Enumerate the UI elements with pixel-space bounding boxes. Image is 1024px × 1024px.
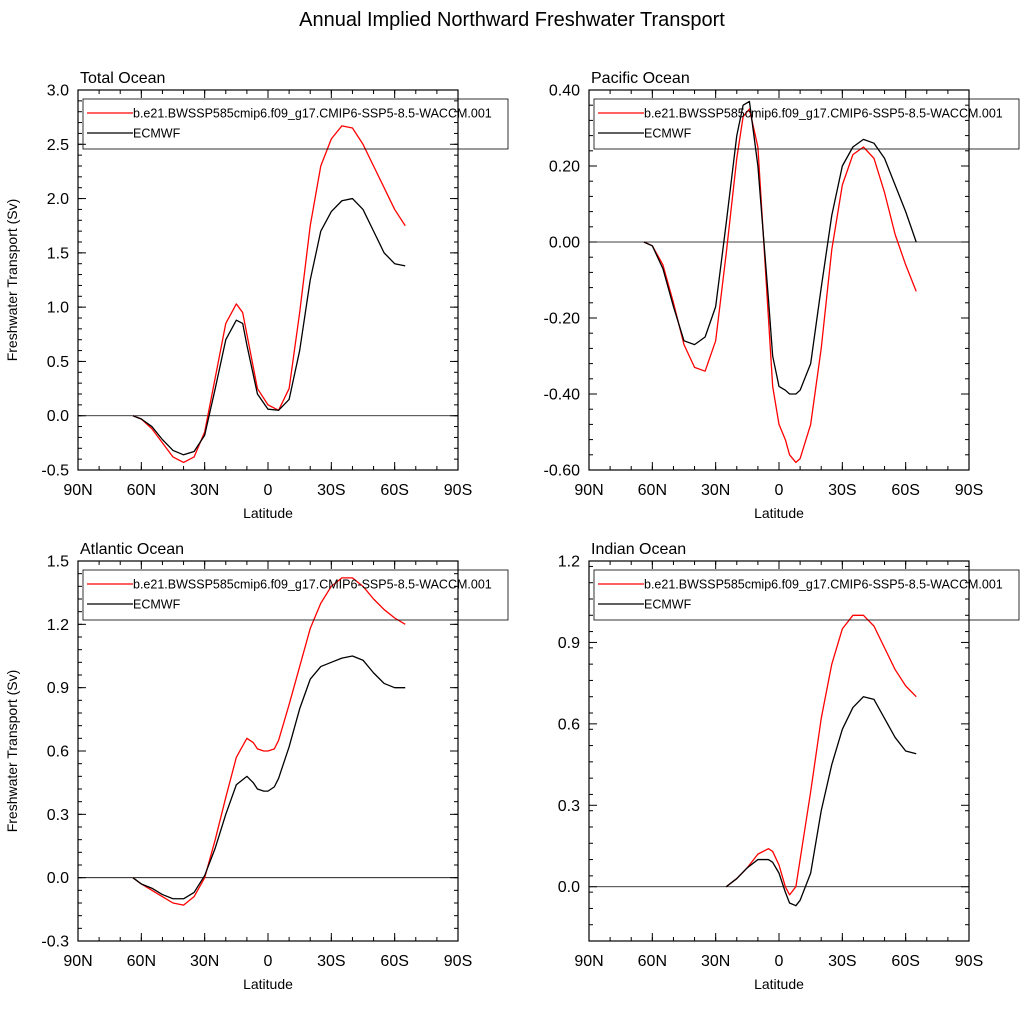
x-tick-label: 0 [775,953,784,970]
x-tick-label: 30N [190,953,219,970]
x-tick-label: 60S [891,953,919,970]
series-line-model [725,614,917,896]
series-line-model [132,125,406,464]
panel-title: Indian Ocean [591,541,686,558]
x-tick-label: 30S [828,482,856,499]
y-tick-label: 0.3 [558,798,580,815]
x-tick-label: 0 [264,953,273,970]
y-tick-label: 0.0 [47,870,69,887]
x-tick-label: 90S [444,953,472,970]
legend: b.e21.BWSSP585cmip6.f09_g17.CMIP6-SSP5-8… [82,98,509,150]
legend: b.e21.BWSSP585cmip6.f09_g17.CMIP6-SSP5-8… [82,569,509,621]
y-tick-label: 1.5 [47,245,69,262]
y-tick-label: 0.9 [47,680,69,697]
x-tick-label: 60N [638,482,667,499]
chart-panel-3: Atlantic Ocean 90N 60N 30N 0 30S 60S 90S -0.3 0.0… [4,541,509,992]
legend-label: b.e21.BWSSP585cmip6.f09_g17.CMIP6-SSP5-8… [133,107,492,121]
y-tick-label: 0.0 [558,879,580,896]
legend-label: ECMWF [644,127,692,141]
x-tick-label: 90N [63,482,92,499]
chart-panel-1: Total Ocean 90N 60N 30N 0 30S 60S 90S -0.5 0.0 0.5… [4,70,509,521]
y-tick-label: 3.0 [47,83,69,100]
y-tick-label: 1.2 [558,554,580,571]
plot-frame [588,89,970,471]
chart-panel-4: Indian Ocean 90N 60N 30N 0 30S 60S 90S 0.0 0.3 0.6… [558,541,1020,992]
legend-box [82,569,509,621]
x-tick-label: 90N [574,482,603,499]
panel-title: Atlantic Ocean [80,541,184,558]
legend: b.e21.BWSSP585cmip6.f09_g17.CMIP6-SSP5-8… [593,569,1020,621]
x-axis-label: Latitude [243,505,293,521]
y-tick-label: -0.3 [41,934,69,951]
y-axis-label: Freshwater Transport (Sv) [4,670,20,833]
y-tick-label: 0.00 [549,235,580,252]
y-tick-label: 1.2 [47,617,69,634]
chart-panels: Total Ocean 90N 60N 30N 0 30S 60S 90S -0.5 0.0 0.5… [4,70,1020,992]
x-tick-label: 30S [317,953,345,970]
figure-title: Annual Implied Northward Freshwater Tran… [299,9,725,31]
legend-box [593,569,1020,621]
legend-label: b.e21.BWSSP585cmip6.f09_g17.CMIP6-SSP5-8… [133,578,492,592]
x-tick-label: 30S [317,482,345,499]
series-line-ecmwf [725,696,917,907]
x-tick-label: 90N [63,953,92,970]
x-tick-label: 0 [775,482,784,499]
y-tick-label: 0.6 [47,744,69,761]
x-tick-label: 90S [955,953,983,970]
x-tick-label: 0 [264,482,273,499]
y-tick-label: -0.5 [41,463,69,480]
y-tick-label: 1.5 [47,554,69,571]
x-tick-label: 30N [701,953,730,970]
x-tick-label: 60S [891,482,919,499]
legend-label: b.e21.BWSSP585cmip6.f09_g17.CMIP6-SSP5-8… [644,578,1003,592]
legend-label: ECMWF [644,598,692,612]
y-tick-label: 0.20 [549,159,580,176]
y-tick-label: 0.9 [558,635,580,652]
y-axis-label: Freshwater Transport (Sv) [4,199,20,362]
plot-frame [77,560,459,942]
x-tick-label: 60N [127,482,156,499]
y-tick-label: 0.5 [47,354,69,371]
legend: b.e21.BWSSP585cmip6.f09_g17.CMIP6-SSP5-8… [593,98,1020,150]
series-line-ecmwf [643,100,917,395]
legend-label: b.e21.BWSSP585cmip6.f09_g17.CMIP6-SSP5-8… [644,107,1003,121]
legend-label: ECMWF [133,127,181,141]
y-tick-label: 1.0 [47,300,69,317]
x-tick-label: 60S [380,953,408,970]
y-tick-label: 0.40 [549,83,580,100]
series-line-ecmwf [132,655,406,900]
plot-frame [588,560,970,942]
y-tick-label: -0.40 [544,387,581,404]
legend-box [593,98,1020,150]
y-tick-label: -0.20 [544,311,581,328]
x-tick-label: 30S [828,953,856,970]
legend-box [82,98,509,150]
y-tick-label: 2.0 [47,191,69,208]
x-tick-label: 30N [701,482,730,499]
series-line-model [643,108,917,464]
y-tick-label: 0.3 [47,807,69,824]
x-tick-label: 90S [955,482,983,499]
y-tick-label: 0.6 [558,716,580,733]
x-tick-label: 60N [638,953,667,970]
x-axis-label: Latitude [754,505,804,521]
x-tick-label: 60N [127,953,156,970]
y-tick-label: 0.0 [47,408,69,425]
plot-frame [77,89,459,471]
y-tick-label: -0.60 [544,463,581,480]
y-tick-label: 2.5 [47,137,69,154]
panel-title: Total Ocean [80,70,165,87]
x-axis-label: Latitude [243,976,293,992]
x-tick-label: 60S [380,482,408,499]
series-line-model [132,577,406,906]
chart-panel-2: Pacific Ocean 90N 60N 30N 0 30S 60S 90S -0.60 -0.… [544,70,1020,521]
x-tick-label: 30N [190,482,219,499]
legend-label: ECMWF [133,598,181,612]
x-tick-label: 90N [574,953,603,970]
series-line-ecmwf [132,197,406,456]
x-tick-label: 90S [444,482,472,499]
panel-title: Pacific Ocean [591,70,690,87]
x-axis-label: Latitude [754,976,804,992]
